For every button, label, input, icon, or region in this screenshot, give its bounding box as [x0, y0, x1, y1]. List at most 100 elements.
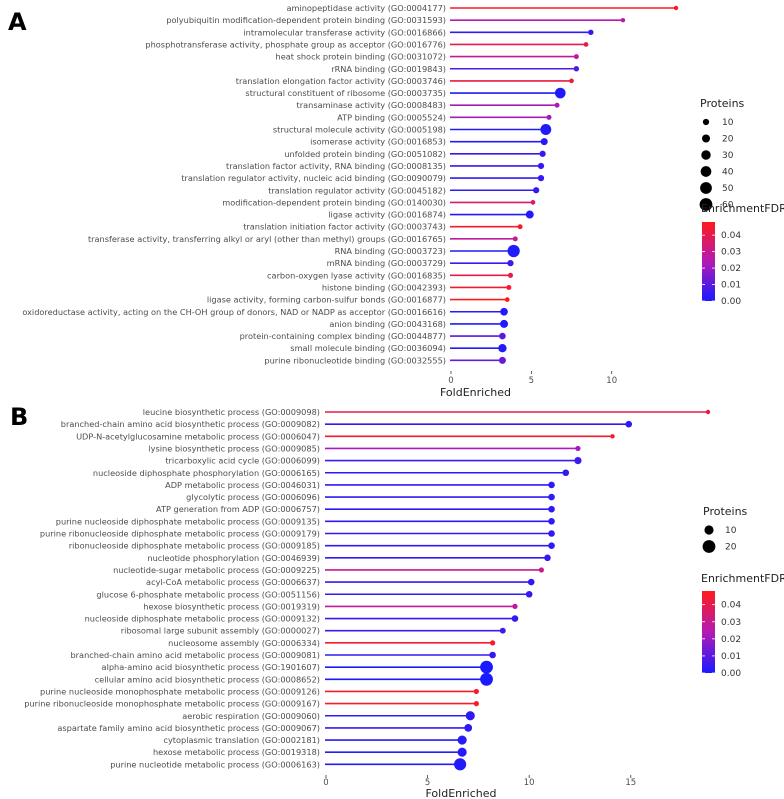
category-label: nucleotide-sugar metabolic process (GO:0… — [113, 565, 320, 575]
color-legend-label: 0.02 — [721, 635, 741, 645]
lollipop-point — [499, 332, 506, 340]
lollipop-point — [705, 409, 711, 415]
lollipop-point — [562, 469, 570, 477]
x-tick-label: 5 — [529, 376, 534, 386]
size-legend-label: 20 — [725, 543, 737, 553]
size-legend-dot — [699, 198, 713, 211]
lollipop-point — [480, 660, 493, 674]
x-axis-title: FoldEnriched — [440, 386, 511, 399]
lollipop-point — [530, 200, 536, 205]
x-tick-label: 0 — [448, 376, 453, 386]
size-legend-label: 40 — [722, 168, 734, 178]
category-label: UDP-N-acetylglucosamine metabolic proces… — [76, 431, 320, 441]
lollipop-point — [548, 493, 555, 501]
category-label: lysine biosynthetic process (GO:0009085) — [148, 443, 320, 453]
category-label: branched-chain amino acid biosynthetic p… — [61, 419, 320, 429]
size-legend-dot — [701, 134, 711, 143]
color-bar — [702, 591, 715, 673]
category-label: polyubiquitin modification-dependent pro… — [166, 15, 446, 25]
category-label: purine ribonucleoside monophosphate meta… — [24, 699, 320, 709]
lollipop-point — [610, 434, 615, 439]
category-label: isomerase activity (GO:0016853) — [310, 137, 446, 147]
size-legend-title: Proteins — [700, 97, 745, 110]
lollipop-point — [500, 307, 508, 316]
category-label: aerobic respiration (GO:0009060) — [182, 711, 320, 721]
x-axis-title: FoldEnriched — [426, 787, 497, 799]
lollipop-point — [512, 603, 518, 610]
lollipop-point — [574, 457, 582, 465]
x-tick-label: 5 — [425, 778, 430, 788]
lollipop-point — [573, 66, 580, 72]
lollipop-point — [575, 445, 581, 452]
lollipop-point — [540, 124, 552, 135]
lollipop-point — [504, 297, 510, 302]
category-label: aspartate family amino acid biosynthetic… — [57, 723, 320, 733]
category-label: protein-containing complex binding (GO:0… — [240, 331, 446, 341]
lollipop-point — [548, 542, 555, 549]
color-legend-label: 0.02 — [721, 264, 741, 274]
panel-label: B — [10, 403, 28, 431]
category-label: rRNA binding (GO:0019843) — [331, 64, 446, 74]
size-legend-label: 10 — [725, 526, 737, 536]
category-label: nucleoside diphosphate phosphorylation (… — [93, 468, 320, 478]
category-label: translation regulator activity (GO:00451… — [268, 185, 446, 195]
color-legend-title: EnrichmentFDR — [701, 572, 784, 585]
lollipop-point — [525, 590, 533, 598]
lollipop-point — [538, 567, 545, 573]
category-label: purine nucleoside monophosphate metaboli… — [40, 686, 320, 696]
category-label: nucleotide phosphorylation (GO:0046939) — [147, 553, 320, 563]
category-label: heat shock protein binding (GO:0031072) — [276, 52, 446, 62]
lollipop-point — [498, 356, 506, 364]
category-label: hexose metabolic process (GO:0019318) — [153, 747, 320, 757]
color-legend-label: 0.04 — [721, 601, 741, 611]
lollipop-point — [507, 244, 520, 258]
category-label: modification-dependent protein binding (… — [222, 197, 446, 207]
x-tick-label: 10 — [606, 376, 617, 386]
category-label: histone binding (GO:0042393) — [322, 282, 446, 292]
category-label: carbon-oxygen lyase activity (GO:0016835… — [267, 270, 446, 280]
lollipop-point — [457, 747, 467, 757]
lollipop-point — [588, 29, 594, 36]
category-label: purine ribonucleoside diphosphate metabo… — [40, 529, 320, 539]
lollipop-point — [457, 735, 467, 745]
category-label: glycolytic process (GO:0006096) — [186, 492, 320, 502]
category-label: translation elongation factor activity (… — [236, 76, 446, 86]
category-label: mRNA binding (GO:0003729) — [327, 258, 446, 268]
size-legend-label: 20 — [722, 135, 734, 145]
category-label: ADP metabolic process (GO:0046031) — [165, 480, 320, 490]
category-label: leucine biosynthetic process (GO:0009098… — [143, 407, 320, 417]
color-legend-label: 0.00 — [721, 297, 741, 307]
lollipop-point — [507, 272, 514, 278]
lollipop-point — [620, 17, 626, 23]
lollipop-point — [673, 5, 679, 11]
size-legend-dot — [701, 150, 711, 160]
size-legend-dot — [700, 166, 712, 177]
lollipop-point — [548, 518, 555, 525]
lollipop-point — [480, 672, 493, 686]
lollipop-point — [540, 138, 548, 146]
x-tick-label: 10 — [524, 778, 535, 788]
lollipop-point — [569, 78, 574, 84]
category-label: branched-chain amino acid metabolic proc… — [70, 650, 320, 660]
lollipop-point — [544, 554, 551, 562]
category-label: purine nucleoside diphosphate metabolic … — [56, 516, 320, 526]
color-legend-label: 0.03 — [721, 618, 741, 628]
lollipop-point — [506, 284, 512, 290]
lollipop-point — [537, 162, 545, 170]
category-label: phosphotransferase activity, phosphate g… — [145, 39, 446, 49]
size-legend-label: 60 — [722, 201, 734, 211]
color-legend-label: 0.01 — [721, 652, 741, 662]
size-legend-label: 50 — [722, 184, 734, 194]
size-legend-dot — [702, 540, 716, 553]
size-legend-label: 30 — [722, 151, 734, 161]
category-label: acyl-CoA metabolic process (GO:0006637) — [146, 577, 320, 587]
lollipop-point — [548, 505, 555, 513]
color-legend-label: 0.04 — [721, 231, 741, 241]
lollipop-point — [507, 260, 514, 267]
lollipop-point — [465, 711, 475, 721]
category-label: ribosomal large subunit assembly (GO:000… — [121, 626, 320, 636]
color-legend-title: EnrichmentFDR — [701, 202, 784, 215]
size-legend-title: Proteins — [703, 505, 748, 518]
